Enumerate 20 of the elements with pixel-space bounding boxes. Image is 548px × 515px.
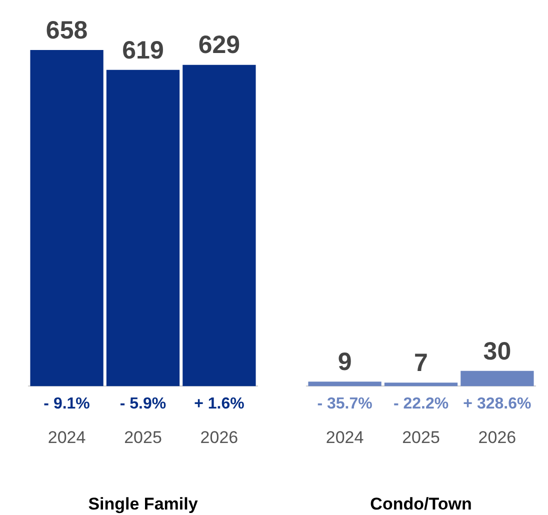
- annotation: + 328.6%: [463, 396, 532, 413]
- x-tick-label: 2025: [124, 428, 162, 448]
- x-tick-label: 2024: [326, 428, 364, 448]
- data-label: 658: [46, 16, 88, 44]
- x-tick-label: 2025: [402, 428, 440, 448]
- x-tick-label: 2026: [478, 428, 516, 448]
- x-axis-title: Condo/Town: [370, 494, 472, 514]
- annotation: + 1.6%: [194, 396, 244, 413]
- x-tick-label: 2024: [48, 428, 86, 448]
- data-label: 629: [198, 31, 240, 60]
- annotation: - 9.1%: [44, 396, 90, 413]
- data-label: 9: [338, 348, 352, 376]
- x-tick-label: 2026: [200, 428, 238, 448]
- data-label: 30: [483, 337, 512, 366]
- data-label: 7: [414, 349, 428, 378]
- annotation: - 5.9%: [120, 396, 166, 413]
- x-axis-title: Single Family: [88, 494, 198, 514]
- annotation: - 35.7%: [317, 396, 372, 413]
- data-label: 619: [122, 36, 164, 64]
- annotation: - 22.2%: [393, 396, 449, 413]
